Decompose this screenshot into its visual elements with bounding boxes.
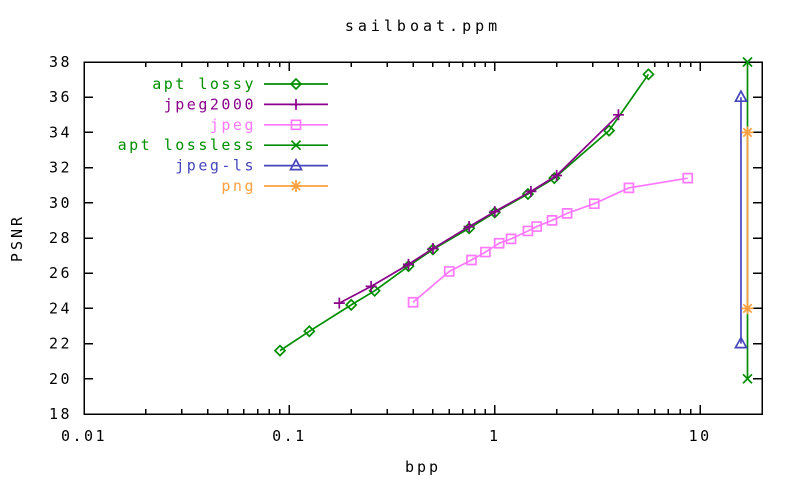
y-tick-label: 38 [49,53,72,71]
asterisk-marker [741,126,754,139]
legend-label: apt lossless [118,136,256,154]
asterisk-marker [741,302,754,315]
diamond-marker [345,298,358,312]
plus-marker [489,206,501,218]
y-tick-label: 36 [49,88,72,106]
legend-diamond-marker [289,77,303,91]
legend-label: apt lossy [152,75,256,93]
diamond-marker [642,68,655,81]
legend-square-marker [290,119,302,131]
x-tick-label: 0.01 [61,427,107,445]
plus-marker [612,109,624,121]
square-marker [505,233,517,245]
plot-frame [83,61,763,415]
plus-marker [365,280,377,292]
y-tick-label: 18 [49,405,72,423]
square-marker [588,198,600,210]
x-marker [742,373,753,384]
legend-triangle-marker [289,157,303,171]
legend-label: jpeg2000 [164,95,256,113]
plus-marker [551,170,563,182]
plus-marker [427,243,439,255]
series-line-jpeg [412,177,688,303]
y-tick-label: 22 [49,335,72,353]
square-marker [407,296,419,308]
diamond-marker [273,344,287,357]
square-marker [561,208,573,219]
square-marker [466,254,477,266]
diamond-marker [602,124,616,137]
series-line-apt-lossy [279,73,650,352]
square-marker [443,266,455,277]
x-marker [742,56,753,68]
x-tick-label: 0.1 [272,427,307,445]
square-marker [682,172,694,184]
triangle-marker [734,335,748,349]
legend-plus-marker [290,98,302,110]
triangle-marker [734,89,748,103]
y-tick-label: 20 [49,370,72,388]
legend-x-marker [290,140,302,151]
chart-title: sailboat.ppm [344,17,502,35]
x-axis-label: bpp [404,458,442,476]
legend-label: jpeg-ls [175,157,256,175]
legend-asterisk-marker [290,180,302,192]
x-tick-label: 10 [689,427,712,445]
square-marker [531,221,543,232]
diamond-marker [303,325,316,338]
y-tick-label: 24 [49,299,72,317]
square-marker [493,237,505,249]
legend-label: jpeg [210,116,256,134]
y-tick-label: 30 [49,194,72,212]
square-marker [546,215,558,226]
y-tick-label: 34 [49,123,72,141]
square-marker [522,225,534,237]
diamond-marker [548,171,561,185]
plus-marker [333,297,345,309]
plus-marker [525,185,537,197]
series-line-jpeg2000 [338,114,620,304]
plus-marker [463,221,475,233]
square-marker [480,246,491,258]
y-tick-label: 28 [49,229,72,247]
square-marker [623,182,635,194]
x-tick-label: 1 [489,427,501,445]
y-tick-label: 32 [49,159,72,177]
legend-label: png [221,177,256,195]
plus-marker [402,258,414,270]
y-tick-label: 26 [49,264,72,282]
